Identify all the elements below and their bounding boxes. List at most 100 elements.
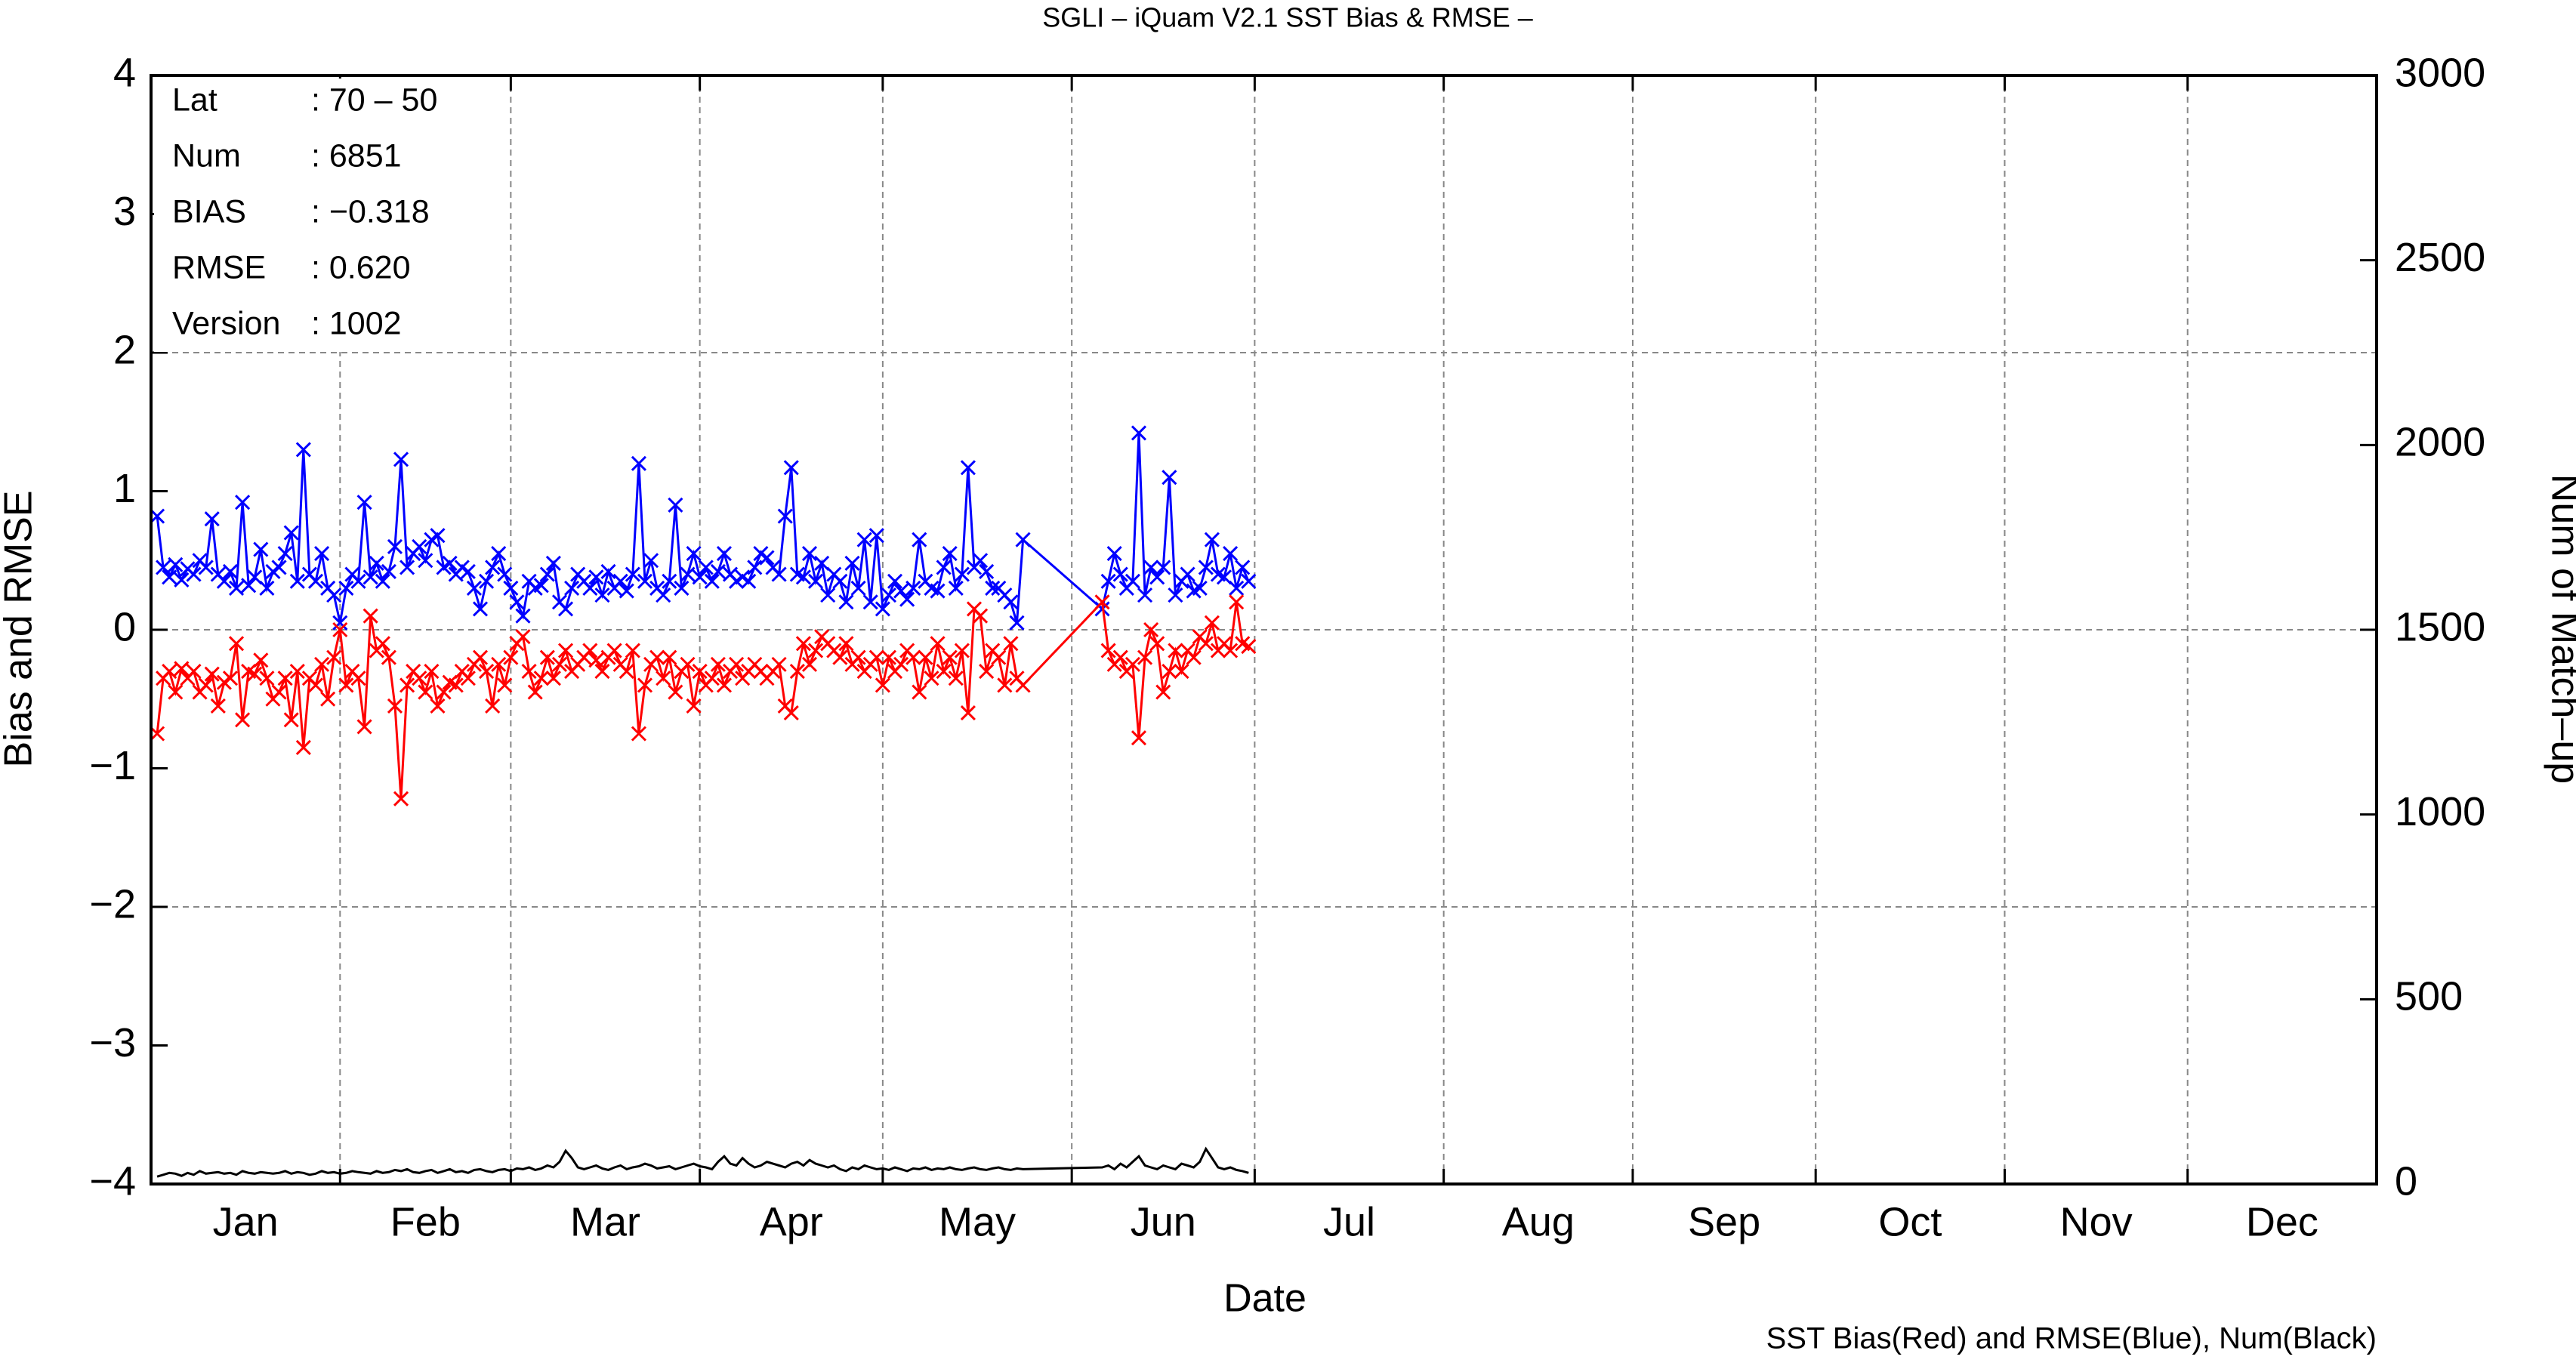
point-marker <box>759 550 775 566</box>
point-marker <box>991 649 1007 665</box>
point-marker <box>271 684 287 700</box>
point-marker <box>222 563 239 579</box>
point-marker <box>430 528 446 544</box>
point-marker <box>460 563 476 579</box>
point-marker <box>1168 587 1183 603</box>
point-marker <box>259 671 275 686</box>
point-marker <box>588 569 604 585</box>
point-marker <box>210 698 226 714</box>
point-marker <box>582 643 598 658</box>
point-marker <box>1229 580 1245 597</box>
point-marker <box>314 656 330 672</box>
point-marker <box>168 557 184 572</box>
x-tick-label: Jul <box>1323 1199 1375 1244</box>
point-marker <box>551 656 568 672</box>
point-marker <box>1162 470 1177 486</box>
point-marker <box>807 573 824 589</box>
point-marker <box>436 684 452 700</box>
point-marker <box>668 497 683 513</box>
point-marker <box>716 677 733 693</box>
point-marker <box>686 546 702 562</box>
series-line <box>156 1146 1249 1178</box>
point-marker <box>277 546 293 562</box>
point-marker <box>1100 573 1116 589</box>
point-marker <box>162 663 177 680</box>
point-marker <box>466 580 482 597</box>
point-marker <box>704 573 720 589</box>
stat-label: BIAS <box>172 193 246 230</box>
point-marker <box>521 663 537 680</box>
point-marker <box>710 563 726 579</box>
point-marker <box>588 652 604 668</box>
y-axis-label: Bias and RMSE <box>0 490 41 767</box>
stat-value: : 70 – 50 <box>311 82 437 118</box>
point-marker <box>338 677 354 693</box>
point-marker <box>332 621 348 638</box>
point-marker <box>887 573 903 589</box>
stats-box <box>154 79 471 352</box>
point-marker <box>515 608 531 624</box>
point-marker <box>204 666 220 682</box>
point-marker <box>692 663 708 680</box>
y-tick-label: −4 <box>89 1158 136 1204</box>
point-marker <box>912 532 927 547</box>
point-marker <box>509 594 525 610</box>
point-marker <box>741 573 757 589</box>
point-marker <box>150 726 165 742</box>
point-marker <box>533 671 549 686</box>
point-marker <box>832 573 848 589</box>
point-marker <box>564 580 580 597</box>
point-marker <box>881 587 897 603</box>
point-marker <box>503 649 519 665</box>
point-marker <box>320 691 336 707</box>
point-marker <box>619 583 634 599</box>
point-marker <box>948 580 964 597</box>
point-marker <box>1174 663 1189 680</box>
point-marker <box>295 442 311 458</box>
point-marker <box>485 560 501 575</box>
point-marker <box>637 573 653 589</box>
point-marker <box>1216 569 1232 585</box>
point-marker <box>1229 594 1245 610</box>
x-tick-label: Mar <box>570 1199 640 1244</box>
point-marker <box>1094 594 1110 610</box>
point-marker <box>1143 621 1159 638</box>
point-marker <box>1137 649 1153 665</box>
point-marker <box>1131 425 1147 441</box>
point-marker <box>326 587 342 603</box>
point-marker <box>918 649 933 665</box>
point-marker <box>899 591 915 607</box>
point-marker <box>662 573 677 589</box>
point-marker <box>216 573 232 589</box>
point-marker <box>789 663 805 680</box>
point-marker <box>972 553 989 569</box>
point-marker <box>783 705 799 721</box>
point-marker <box>491 656 507 672</box>
y-tick-label: −3 <box>89 1020 136 1065</box>
point-marker <box>338 580 354 597</box>
point-marker <box>350 671 366 686</box>
point-marker <box>515 629 531 645</box>
y2-tick-label: 500 <box>2395 974 2463 1019</box>
point-marker <box>1241 638 1257 655</box>
chart-title: SGLI – iQuam V2.1 SST Bias & RMSE – <box>1042 2 1533 33</box>
point-marker <box>844 555 860 571</box>
x-tick-label: May <box>939 1199 1016 1244</box>
point-marker <box>168 684 184 700</box>
point-marker <box>924 671 939 686</box>
point-marker <box>619 663 634 680</box>
point-marker <box>381 563 396 579</box>
point-marker <box>1143 560 1159 575</box>
point-marker <box>198 560 214 575</box>
x-tick-label: Jan <box>213 1199 279 1244</box>
point-marker <box>771 566 787 582</box>
x-tick-label: Nov <box>2060 1199 2133 1244</box>
point-marker <box>497 677 513 693</box>
point-marker <box>1198 636 1214 652</box>
point-marker <box>625 566 640 582</box>
point-marker <box>850 649 866 665</box>
y-tick-label: 0 <box>113 604 136 649</box>
x-tick-label: Aug <box>1502 1199 1575 1244</box>
point-marker <box>1131 730 1147 746</box>
